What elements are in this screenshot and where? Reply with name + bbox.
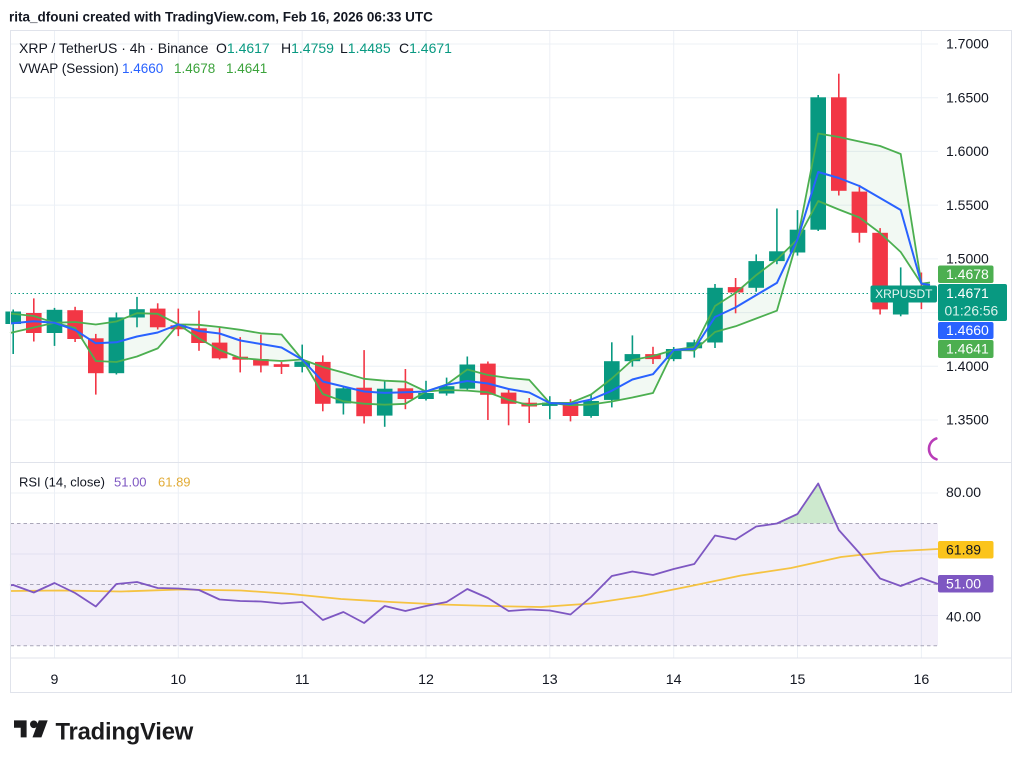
svg-text:RSI (14, close): RSI (14, close)	[19, 475, 105, 490]
svg-text:1.4641: 1.4641	[226, 61, 267, 76]
svg-text:14: 14	[666, 672, 682, 688]
svg-text:1.4660: 1.4660	[946, 322, 989, 338]
svg-text:1.5500: 1.5500	[946, 197, 989, 213]
svg-text:51.00: 51.00	[114, 475, 147, 490]
svg-text:16: 16	[914, 672, 930, 688]
svg-text:40.00: 40.00	[946, 608, 981, 624]
svg-text:61.89: 61.89	[158, 475, 191, 490]
svg-text:TradingView: TradingView	[56, 719, 194, 746]
svg-text:VWAP (Session): VWAP (Session)	[19, 61, 119, 76]
svg-text:XRPUSDT: XRPUSDT	[875, 287, 933, 301]
svg-text:12: 12	[418, 672, 434, 688]
svg-text:80.00: 80.00	[946, 484, 981, 500]
svg-text:11: 11	[295, 672, 310, 688]
svg-text:1.4678: 1.4678	[174, 61, 215, 76]
svg-text:1.3500: 1.3500	[946, 412, 989, 428]
svg-text:1.4641: 1.4641	[946, 341, 989, 357]
svg-text:1.7000: 1.7000	[946, 36, 989, 52]
svg-text:1.4660: 1.4660	[122, 61, 163, 76]
svg-text:1.6500: 1.6500	[946, 89, 989, 105]
svg-text:10: 10	[170, 672, 186, 688]
svg-text:XRP / TetherUS · 4h · Binance: XRP / TetherUS · 4h · Binance	[19, 40, 209, 56]
svg-text:1.4000: 1.4000	[946, 358, 989, 374]
svg-text:13: 13	[542, 672, 558, 688]
svg-text:1.6000: 1.6000	[946, 143, 989, 159]
svg-text:15: 15	[790, 672, 806, 688]
svg-text:51.00: 51.00	[946, 575, 981, 591]
svg-text:61.89: 61.89	[946, 541, 981, 557]
svg-text:1.4678: 1.4678	[946, 266, 989, 282]
svg-text:1.5000: 1.5000	[946, 251, 989, 267]
svg-text:01:26:56: 01:26:56	[945, 304, 999, 319]
svg-text:9: 9	[51, 672, 59, 688]
svg-text:1.4671: 1.4671	[946, 285, 989, 301]
svg-text:rita_dfouni created with Tradi: rita_dfouni created with TradingView.com…	[9, 10, 433, 25]
